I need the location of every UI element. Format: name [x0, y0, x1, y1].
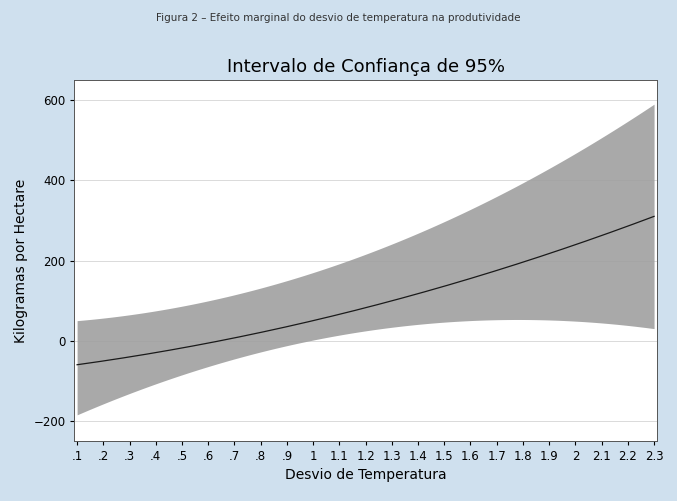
X-axis label: Desvio de Temperatura: Desvio de Temperatura	[285, 468, 446, 482]
Title: Intervalo de Confiança de 95%: Intervalo de Confiança de 95%	[227, 58, 504, 76]
Text: Figura 2 – Efeito marginal do desvio de temperatura na produtividade: Figura 2 – Efeito marginal do desvio de …	[156, 13, 521, 23]
Y-axis label: Kilogramas por Hectare: Kilogramas por Hectare	[14, 178, 28, 343]
